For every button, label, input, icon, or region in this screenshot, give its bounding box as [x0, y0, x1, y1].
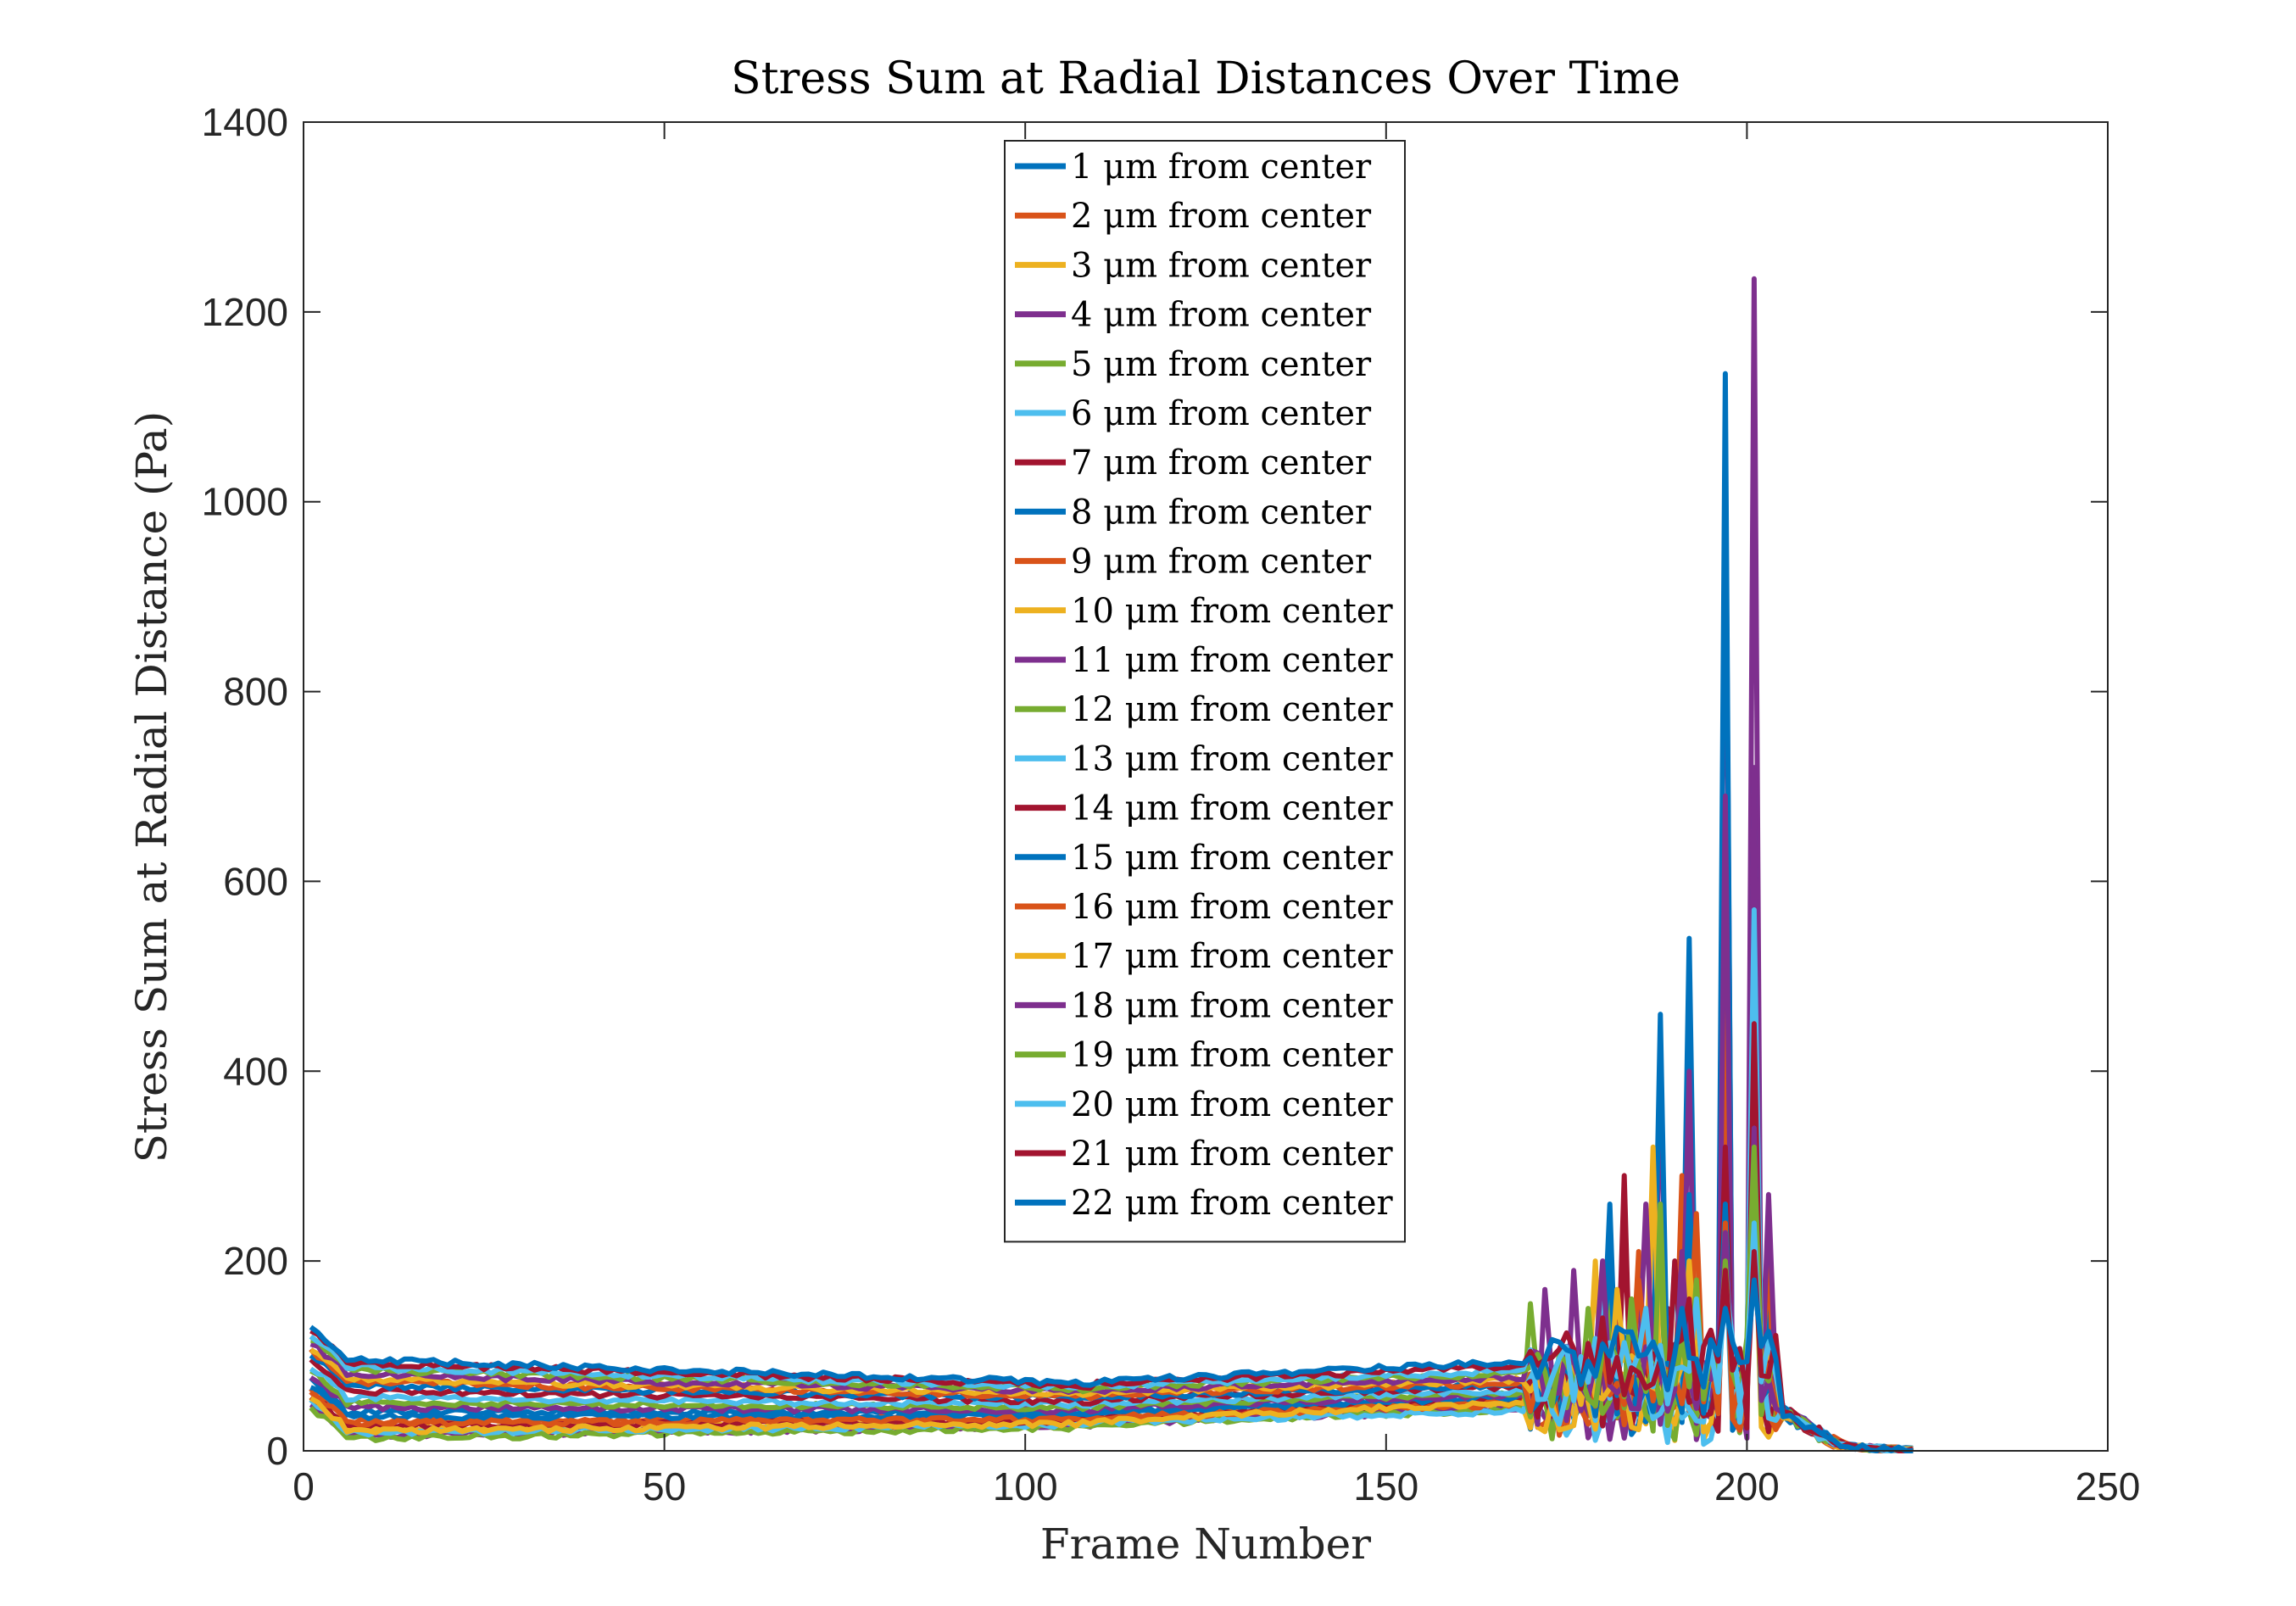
legend-label: 9 μm from center — [1071, 543, 1372, 582]
y-tick-label: 1200 — [202, 290, 288, 334]
legend-label: 16 μm from center — [1071, 888, 1393, 927]
legend-label: 14 μm from center — [1071, 789, 1393, 828]
legend-label: 19 μm from center — [1071, 1036, 1393, 1075]
x-tick-label: 150 — [1353, 1464, 1418, 1508]
legend-label: 4 μm from center — [1071, 296, 1372, 335]
legend-label: 5 μm from center — [1071, 345, 1372, 384]
legend-label: 13 μm from center — [1071, 739, 1393, 778]
legend-label: 3 μm from center — [1071, 246, 1372, 285]
legend: 1 μm from center 2 μm from center 3 μm fro… — [1004, 140, 1406, 1243]
legend-label: 2 μm from center — [1071, 197, 1372, 236]
y-tick-label: 600 — [223, 859, 288, 903]
axes-box — [303, 121, 2109, 1452]
legend-label: 11 μm from center — [1071, 641, 1393, 680]
x-tick-label: 50 — [643, 1464, 686, 1508]
legend-label: 12 μm from center — [1071, 690, 1393, 729]
legend-label: 8 μm from center — [1071, 493, 1372, 532]
y-tick-label: 1400 — [202, 100, 288, 144]
x-tick-label: 100 — [993, 1464, 1058, 1508]
legend-label: 6 μm from center — [1071, 394, 1372, 433]
legend-label: 1 μm from center — [1071, 148, 1372, 187]
series-line — [309, 1277, 1914, 1453]
y-tick-label: 400 — [223, 1049, 288, 1093]
legend-label: 21 μm from center — [1071, 1135, 1393, 1174]
legend-label: 17 μm from center — [1071, 937, 1393, 976]
legend-label: 22 μm from center — [1071, 1184, 1393, 1223]
legend-label: 10 μm from center — [1071, 592, 1393, 631]
legend-label: 7 μm from center — [1071, 443, 1372, 482]
series-line — [309, 765, 1914, 1453]
y-tick-label: 800 — [223, 670, 288, 714]
y-tick-label: 200 — [223, 1239, 288, 1283]
legend-box — [1004, 140, 1406, 1243]
y-tick-label: 0 — [266, 1429, 288, 1473]
chart-title: Stress Sum at Radial Distances Over Time — [731, 53, 1680, 104]
legend-label: 18 μm from center — [1071, 986, 1393, 1025]
y-axis-label: Stress Sum at Radial Distance (Pa) — [127, 411, 176, 1163]
x-tick-label: 250 — [2076, 1464, 2141, 1508]
legend-label: 20 μm from center — [1071, 1085, 1393, 1124]
x-tick-label: 0 — [293, 1464, 315, 1508]
y-axis-ticks: 0 200 400 600 800 1000 1200 1400 — [202, 100, 2108, 1473]
x-axis-label: Frame Number — [1040, 1520, 1371, 1569]
legend-label: 15 μm from center — [1071, 839, 1393, 878]
x-axis-ticks: 0 50 100 150 200 250 — [293, 122, 2140, 1508]
series-lines — [309, 276, 1914, 1453]
x-tick-label: 200 — [1714, 1464, 1780, 1508]
y-tick-label: 1000 — [202, 480, 288, 524]
